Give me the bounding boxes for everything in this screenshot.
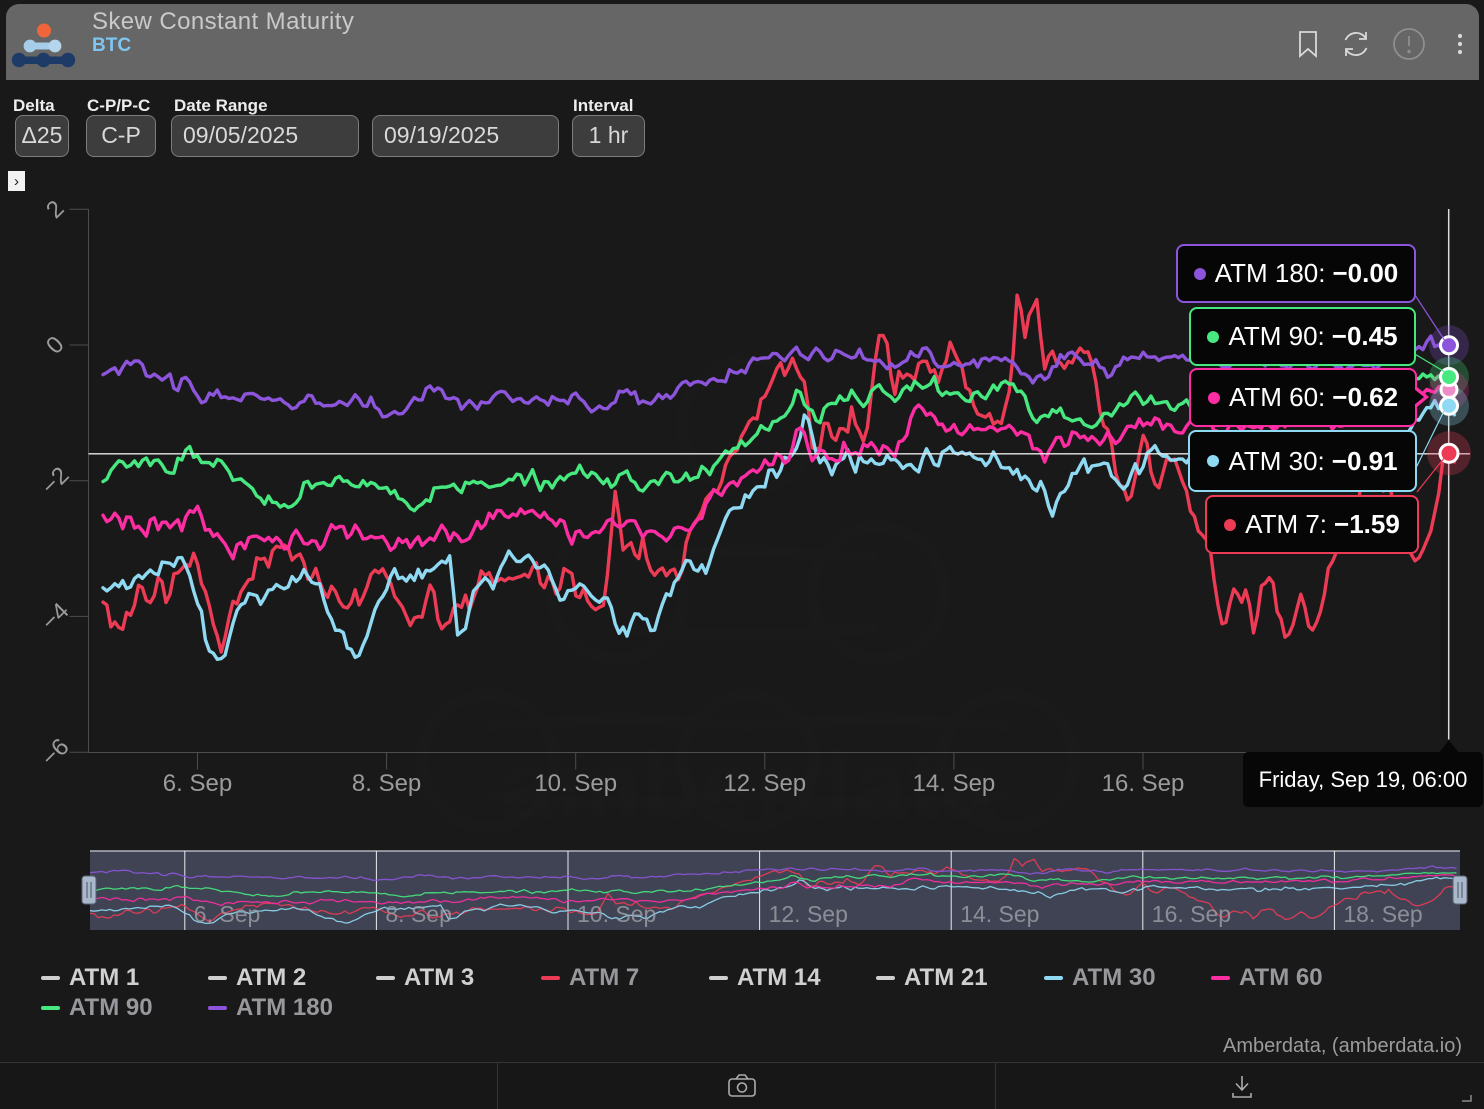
svg-text:0: 0 [41,331,70,360]
svg-text:18. Sep: 18. Sep [1343,901,1422,927]
svg-text:14. Sep: 14. Sep [913,770,996,797]
svg-text:6. Sep: 6. Sep [163,770,232,797]
svg-text:16. Sep: 16. Sep [1102,770,1185,797]
svg-text:12. Sep: 12. Sep [769,901,848,927]
svg-text:12. Sep: 12. Sep [723,770,806,797]
svg-text:14. Sep: 14. Sep [960,901,1039,927]
svg-text:8. Sep: 8. Sep [352,770,421,797]
svg-text:−6: −6 [36,733,74,771]
svg-text:8. Sep: 8. Sep [385,901,452,927]
svg-text:10. Sep: 10. Sep [534,770,617,797]
svg-text:−2: −2 [36,462,74,500]
svg-text:6. Sep: 6. Sep [194,901,260,927]
svg-text:−4: −4 [36,598,74,636]
svg-text:10. Sep: 10. Sep [577,901,656,927]
svg-text:amberdata: amberdata [501,732,996,839]
svg-text:16. Sep: 16. Sep [1152,901,1231,927]
svg-text:2: 2 [41,195,70,224]
